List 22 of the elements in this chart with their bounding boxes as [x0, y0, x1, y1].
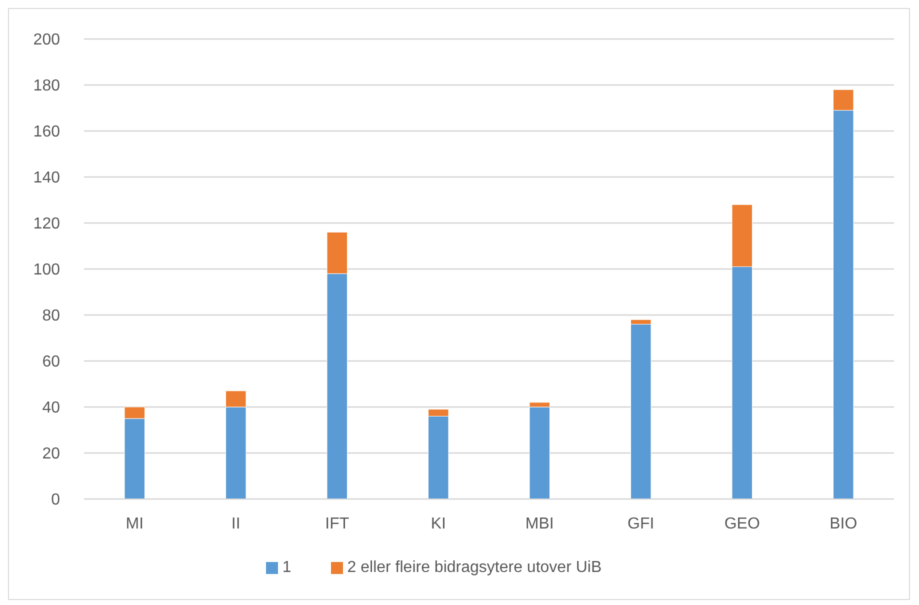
y-tick-label: 80 — [42, 308, 60, 325]
x-tick-label: IFT — [325, 515, 350, 532]
legend-label: 2 eller fleire bidragsytere utover UiB — [347, 559, 602, 576]
x-tick-label: GEO — [724, 515, 760, 532]
y-tick-label: 20 — [42, 446, 60, 463]
legend-label: 1 — [282, 559, 292, 576]
x-tick-label: KI — [430, 515, 446, 532]
bar — [630, 324, 652, 499]
y-tick-label: 200 — [33, 32, 60, 49]
x-tick-label: II — [231, 515, 240, 532]
y-tick-label: 40 — [42, 400, 60, 417]
x-tick-label: MBI — [525, 515, 554, 532]
x-tick-label: MI — [126, 515, 144, 532]
y-tick-label: 60 — [42, 354, 60, 371]
y-tick-label: 160 — [33, 124, 60, 141]
x-tick-label: BIO — [830, 515, 858, 532]
y-tick-label: 180 — [33, 78, 60, 95]
y-tick-label: 100 — [33, 262, 60, 279]
y-tick-label: 120 — [33, 216, 60, 233]
y-tick-label: 0 — [51, 492, 60, 509]
y-tick-label: 140 — [33, 170, 60, 187]
x-tick-label: GFI — [628, 515, 654, 532]
